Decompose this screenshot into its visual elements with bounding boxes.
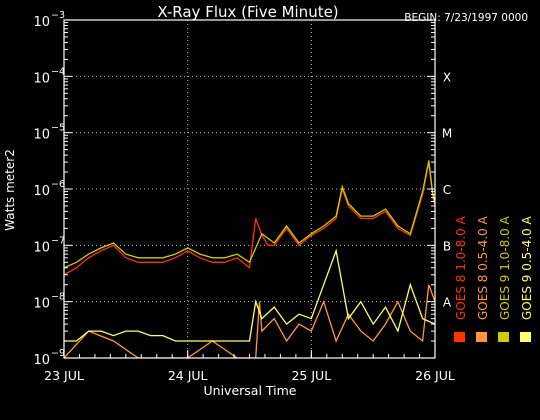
series-line-goes-8-1-0-8-0-a bbox=[64, 161, 435, 276]
flare-class-label: X bbox=[443, 70, 451, 84]
x-tick-label: 23 JUL bbox=[44, 368, 84, 383]
y-tick-exponent: −7 bbox=[51, 235, 65, 246]
legend-label: GOES 9 1.0-8.0 A bbox=[498, 215, 512, 320]
y-tick-exponent: −6 bbox=[51, 179, 65, 190]
begin-date-label: BEGIN: 7/23/1997 0000 bbox=[404, 12, 528, 24]
legend-swatch bbox=[498, 332, 509, 342]
y-tick-label: 10 bbox=[33, 240, 50, 255]
flare-class-label: C bbox=[443, 183, 451, 197]
y-tick-label: 10 bbox=[33, 71, 50, 86]
x-tick-label: 25 JUL bbox=[291, 368, 331, 383]
grid-lines bbox=[64, 20, 435, 358]
flare-class-label: B bbox=[443, 239, 451, 253]
y-tick-exponent: −9 bbox=[51, 348, 65, 359]
y-tick-exponent: −8 bbox=[51, 292, 65, 303]
axes-layer: 10−310−410−510−610−710−810 −923 JUL 24 JUL… bbox=[33, 10, 454, 383]
y-tick-exponent: −3 bbox=[51, 10, 65, 21]
y-tick-exponent: −5 bbox=[51, 123, 65, 134]
x-tick-label: 26 JUL bbox=[415, 368, 455, 383]
legend-swatch bbox=[454, 332, 465, 342]
x-axis-label: Universal Time bbox=[204, 383, 297, 398]
legend-swatch bbox=[520, 332, 531, 342]
legend-label: GOES 8 1.0-8.0 A bbox=[454, 215, 468, 320]
y-tick-label: 10 bbox=[33, 297, 50, 312]
legend-label: GOES 8 0.5-4.0 A bbox=[476, 215, 490, 320]
chart-title: X-Ray Flux (Five Minute) bbox=[157, 3, 338, 21]
series-line-goes-8-0-5-4-0-a bbox=[64, 284, 435, 358]
series-layer bbox=[64, 160, 435, 358]
flare-class-label: M bbox=[442, 127, 452, 141]
y-axis-label: Watts meter2 bbox=[3, 149, 17, 231]
y-tick-label: 10 bbox=[33, 128, 50, 143]
x-tick-label: 24 JUL bbox=[168, 368, 208, 383]
legend-swatch bbox=[476, 332, 487, 342]
flare-class-label: A bbox=[443, 296, 452, 310]
y-tick-label: 10 bbox=[33, 15, 50, 30]
series-line-goes-9-0-5-4-0-a bbox=[64, 248, 435, 342]
legend: GOES 8 1.0-8.0 A GOES 8 0.5-4.0 A GOES 9 1… bbox=[454, 215, 534, 342]
y-tick-exponent: −4 bbox=[51, 66, 65, 77]
y-tick-label: 10 bbox=[33, 353, 50, 368]
y-tick-label: 10 bbox=[33, 184, 50, 199]
legend-label: GOES 9 0.5-4.0 A bbox=[520, 215, 534, 320]
series-line-goes-9-1-0-8-0-a bbox=[64, 160, 435, 269]
